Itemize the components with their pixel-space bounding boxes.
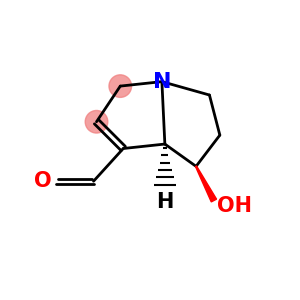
Text: N: N xyxy=(153,72,171,92)
Circle shape xyxy=(85,110,108,133)
Text: H: H xyxy=(156,192,173,212)
Polygon shape xyxy=(196,166,217,202)
Circle shape xyxy=(109,75,132,98)
Text: OH: OH xyxy=(217,196,252,217)
Text: O: O xyxy=(34,171,52,191)
